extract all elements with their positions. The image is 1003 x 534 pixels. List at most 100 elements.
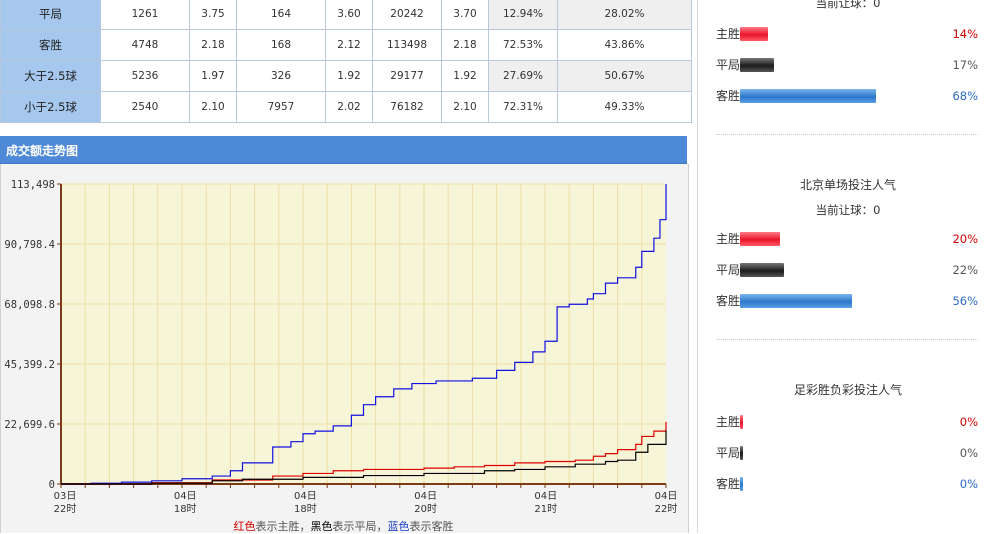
table-cell: 4748 xyxy=(100,29,190,61)
table-cell: 326 xyxy=(236,60,326,92)
bar-row-draw: 平局 17% xyxy=(716,57,978,73)
table-cell: 1.97 xyxy=(189,60,237,92)
bar-label: 平局 xyxy=(716,58,741,72)
table-cell: 27.69% xyxy=(488,60,558,92)
odds-table: 平局 1261 3.75 164 3.60 20242 3.70 12.94% … xyxy=(0,0,692,123)
legend-text: 表示主胜， xyxy=(255,520,311,533)
table-cell: 3.75 xyxy=(189,0,237,30)
row-label: 小于2.5球 xyxy=(0,91,101,123)
x-tick-label-day: 04日 xyxy=(174,491,197,502)
bar-percent: 22% xyxy=(952,263,978,277)
bar-percent: 0% xyxy=(959,477,978,491)
x-tick-label-day: 04日 xyxy=(534,491,557,502)
x-tick-label-day: 04日 xyxy=(655,491,678,502)
x-tick-label-hour: 18时 xyxy=(294,503,317,515)
home-win-bar xyxy=(740,27,768,41)
legend-text: 表示平局， xyxy=(332,520,388,533)
table-cell: 3.70 xyxy=(441,0,489,30)
table-cell: 2.02 xyxy=(325,91,373,123)
section-title: 足彩胜负彩投注人气 xyxy=(793,383,902,397)
x-tick-label-hour: 22时 xyxy=(54,503,77,515)
table-cell: 2.18 xyxy=(189,29,237,61)
series-line-主胜 xyxy=(61,421,667,485)
section-divider xyxy=(716,134,978,135)
bar-label: 主胜 xyxy=(716,232,741,246)
table-cell: 168 xyxy=(236,29,326,61)
legend-blue-label: 蓝色 xyxy=(387,520,410,533)
bar-label: 主胜 xyxy=(716,27,741,41)
legend-text: 表示客胜 xyxy=(409,520,454,533)
bar-percent: 56% xyxy=(952,294,978,308)
table-cell: 28.02% xyxy=(557,0,692,30)
x-tick-label-day: 04日 xyxy=(294,491,317,502)
table-cell: 1261 xyxy=(100,0,190,30)
bar-label: 主胜 xyxy=(716,415,741,429)
handicap-subtitle: 当前让球：0 xyxy=(815,0,881,10)
panel-divider xyxy=(697,0,698,533)
plot-area xyxy=(61,184,666,484)
home-win-bar xyxy=(740,415,743,429)
y-tick-label: 45,399.2 xyxy=(4,359,55,371)
bar-label: 客胜 xyxy=(716,477,741,491)
bar-row-draw: 平局 0% xyxy=(716,445,978,461)
table-cell: 76182 xyxy=(372,91,442,123)
table-cell: 43.86% xyxy=(557,29,692,61)
table-row: 平局 1261 3.75 164 3.60 20242 3.70 12.94% … xyxy=(0,0,692,30)
table-cell: 20242 xyxy=(372,0,442,30)
bar-row-away: 客胜 68% xyxy=(716,88,978,104)
section-divider xyxy=(716,339,978,340)
table-cell: 29177 xyxy=(372,60,442,92)
bar-percent: 14% xyxy=(952,27,978,41)
table-row: 大于2.5球 5236 1.97 326 1.92 29177 1.92 27.… xyxy=(0,60,692,92)
draw-bar xyxy=(740,446,743,460)
table-cell: 5236 xyxy=(100,60,190,92)
chart-header: 成交额走势图 xyxy=(0,136,687,164)
y-tick-label: 90,798.4 xyxy=(4,239,55,251)
bar-row-home: 主胜 14% xyxy=(716,26,978,42)
bar-row-home: 主胜 0% xyxy=(716,414,978,430)
x-tick-label-hour: 18时 xyxy=(174,503,197,515)
bar-percent: 0% xyxy=(959,415,978,429)
bar-row-home: 主胜 20% xyxy=(716,231,978,247)
bar-row-away: 客胜 0% xyxy=(716,476,978,492)
series-line-客胜 xyxy=(61,184,667,485)
row-label: 平局 xyxy=(0,0,101,30)
table-row: 客胜 4748 2.18 168 2.12 113498 2.18 72.53%… xyxy=(0,29,692,61)
row-label: 大于2.5球 xyxy=(0,60,101,92)
draw-bar xyxy=(740,58,774,72)
table-cell: 2.12 xyxy=(325,29,373,61)
away-win-bar xyxy=(740,294,852,308)
table-cell: 2.10 xyxy=(441,91,489,123)
table-cell: 2.18 xyxy=(441,29,489,61)
table-cell: 12.94% xyxy=(488,0,558,30)
x-tick-label-day: 04日 xyxy=(414,491,437,502)
table-row: 小于2.5球 2540 2.10 7957 2.02 76182 2.10 72… xyxy=(0,91,692,123)
table-cell: 72.53% xyxy=(488,29,558,61)
x-tick-label-hour: 20时 xyxy=(414,503,437,515)
table-cell: 3.60 xyxy=(325,0,373,30)
bar-row-draw: 平局 22% xyxy=(716,262,978,278)
y-tick-label: 22,699.6 xyxy=(4,419,55,431)
table-cell: 49.33% xyxy=(557,91,692,123)
section-title: 北京单场投注人气 xyxy=(799,178,896,192)
table-cell: 50.67% xyxy=(557,60,692,92)
table-cell: 113498 xyxy=(372,29,442,61)
bar-label: 客胜 xyxy=(716,89,741,103)
draw-bar xyxy=(740,263,784,277)
volume-trend-chart: 0 22,699.6 45,399.2 68,098.8 90,798.4 113,498… xyxy=(4,179,678,515)
table-cell: 72.31% xyxy=(488,91,558,123)
home-win-bar xyxy=(740,232,780,246)
bar-row-away: 客胜 56% xyxy=(716,293,978,309)
chart-title: 成交额走势图 xyxy=(6,144,79,158)
bar-percent: 0% xyxy=(959,446,978,460)
chart-legend-note: 红色表示主胜，黑色表示平局，蓝色表示客胜 xyxy=(0,518,687,534)
chart-panel: 0 22,699.6 45,399.2 68,098.8 90,798.4 113,498… xyxy=(0,164,689,533)
handicap-subtitle: 当前让球：0 xyxy=(815,203,881,217)
legend-black-label: 黑色 xyxy=(310,520,333,533)
x-tick-label-hour: 21时 xyxy=(534,503,557,515)
table-cell: 164 xyxy=(236,0,326,30)
y-tick-label: 0 xyxy=(49,479,55,491)
table-cell: 2540 xyxy=(100,91,190,123)
bar-percent: 20% xyxy=(952,232,978,246)
legend-red-label: 红色 xyxy=(233,520,256,533)
